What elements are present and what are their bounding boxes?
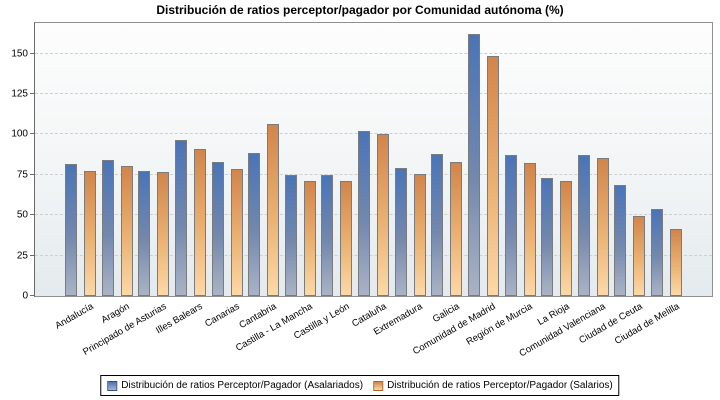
y-tick-mark [30,295,34,296]
bar-salarios [670,228,682,296]
bar-asalariados [65,164,77,296]
bar-salarios [560,181,573,296]
bar-asalariados [541,178,554,296]
bar-salarios [84,170,96,296]
bar-salarios [230,169,243,296]
gridline-75 [35,173,712,175]
bar-asalariados [138,170,151,296]
bar-asalariados [651,208,663,296]
bar-salarios [450,161,463,296]
bar-salarios [157,172,170,296]
y-tick-label-75: 75 [16,169,28,181]
bar-salarios [523,162,536,296]
gridline-125 [35,93,712,95]
bar-asalariados [431,153,444,296]
gridline-100 [35,133,712,135]
y-tick-label-25: 25 [16,250,28,262]
bar-asalariados [284,174,297,296]
bar-asalariados [358,131,370,296]
bar-asalariados [504,155,517,296]
chart-title: Distribución de ratios perceptor/pagador… [156,3,564,17]
y-tick-mark [30,133,34,135]
bar-asalariados [321,174,334,296]
legend-label-asalariados: Distribución de ratios Perceptor/Pagador… [121,380,364,391]
bar-asalariados [614,184,627,296]
bar-asalariados [101,159,114,296]
legend-entry-salarios: Distribución de ratios Perceptor/Pagador… [373,380,613,391]
bar-asalariados [394,167,407,296]
bar-salarios [486,56,499,296]
y-tick-mark [30,214,34,216]
bar-asalariados [211,161,224,296]
bar-asalariados [577,154,590,296]
y-tick-label-150: 150 [11,48,28,60]
legend: Distribución de ratios Perceptor/Pagador… [100,375,620,396]
bar-salarios [377,134,389,296]
y-tick-label-100: 100 [11,128,28,140]
legend-entry-asalariados: Distribución de ratios Perceptor/Pagador… [107,380,363,391]
bar-salarios [413,174,426,296]
plot-area [34,22,713,297]
bar-asalariados [248,153,261,296]
y-tick-mark [30,52,34,54]
bar-salarios [193,149,206,296]
y-tick-mark [30,93,34,95]
bar-salarios [633,216,646,296]
bar-asalariados [467,34,480,296]
y-tick-mark [30,173,34,175]
bar-salarios [596,157,609,296]
y-tick-label-0: 0 [22,290,28,302]
legend-swatch-orange-icon [373,380,384,391]
gridline-150 [35,52,712,54]
legend-swatch-blue-icon [107,380,118,391]
legend-label-salarios: Distribución de ratios Perceptor/Pagador… [387,380,613,391]
bar-salarios [303,180,316,296]
bar-salarios [120,165,133,296]
y-tick-mark [30,254,34,256]
bar-salarios [340,180,353,296]
y-tick-label-125: 125 [11,88,28,100]
bar-salarios [267,123,280,296]
y-tick-label-50: 50 [16,209,28,221]
gridline-50 [35,214,712,216]
gridline-25 [35,254,712,256]
bar-asalariados [174,140,187,296]
